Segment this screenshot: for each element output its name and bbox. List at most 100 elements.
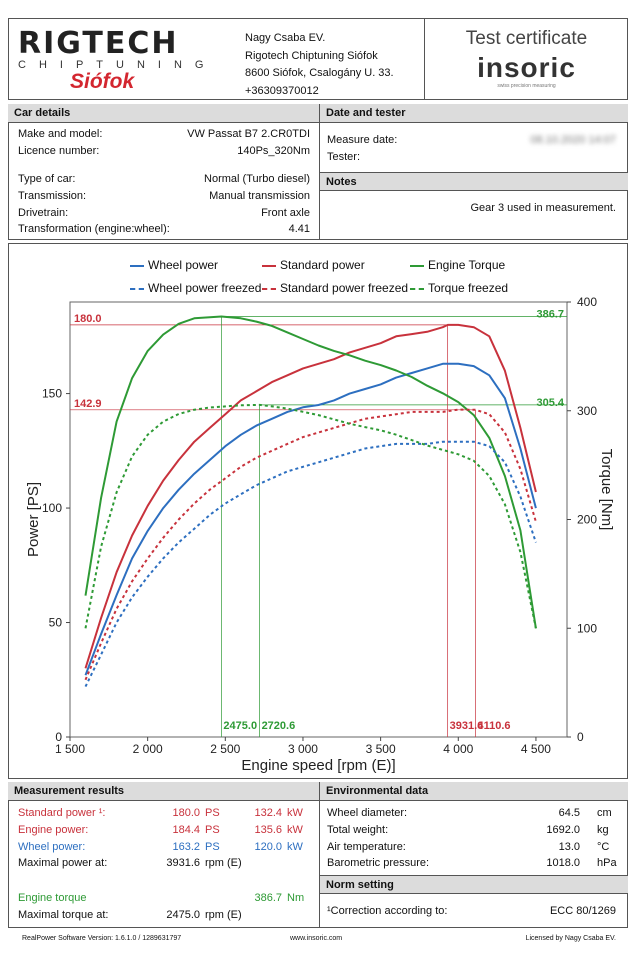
car-make-label: Make and model: — [18, 128, 103, 140]
logo-main-text: RIGTECH — [18, 26, 179, 61]
tester-label: Tester: — [327, 151, 361, 163]
drivetrain-label: Drivetrain: — [18, 207, 69, 219]
x-axis-label: Engine speed [rpm (E)] — [241, 757, 395, 774]
y-right-tick-label: 200 — [577, 513, 597, 527]
max-torque-at-unit: rpm (E) — [205, 909, 242, 921]
company-line: Nagy Csaba EV. — [245, 32, 326, 44]
measure-date-label: Measure date: — [327, 134, 398, 146]
x-tick-label: 3 500 — [366, 742, 396, 756]
car-make-value: VW Passat B7 2.CR0TDI — [187, 128, 310, 140]
logo-city-text: Siófok — [70, 70, 135, 93]
env-label: Wheel diameter: — [327, 807, 408, 819]
env-unit: hPa — [597, 857, 617, 869]
norm-label: ¹Correction according to: — [327, 905, 448, 917]
env-unit: kg — [597, 824, 609, 836]
series-line — [84, 362, 537, 676]
legend-label: Wheel power — [148, 258, 219, 272]
x-tick-label: 3 000 — [288, 742, 318, 756]
series-line — [84, 403, 537, 629]
legend-standard-power-freezed: Standard power freezed — [262, 281, 408, 295]
env-label: Air temperature: — [327, 841, 406, 853]
standard-power-kw: 132.4 — [254, 807, 282, 819]
company-line: 8600 Siófok, Csalogány U. 33. — [245, 67, 394, 79]
env-unit: °C — [597, 841, 610, 853]
measurement-results-header: Measurement results — [8, 782, 319, 801]
transmission-label: Transmission: — [18, 190, 87, 202]
standard-power-kw-unit: kW — [287, 807, 303, 819]
plot-frame — [69, 301, 568, 738]
max-torque-label: 386.7 — [536, 308, 564, 320]
legend-swatch — [410, 264, 424, 267]
results-divider — [319, 782, 320, 928]
footer-website[interactable]: www.insoric.com — [290, 935, 343, 942]
licence-value: 140Ps_320Nm — [237, 145, 310, 157]
legend-swatch — [130, 287, 144, 290]
legend-label: Standard power — [280, 258, 365, 272]
y-right-axis-label: Torque [Nm] — [598, 449, 615, 531]
brand-name: insoric — [477, 52, 576, 83]
y-right-tick-label: 0 — [577, 730, 584, 744]
company-info: Nagy Csaba EV. Rigotech Chiptuning Siófo… — [245, 30, 415, 100]
brand-tagline: swiss precision measuring — [497, 83, 556, 89]
env-label: Barometric pressure: — [327, 857, 430, 869]
max-torque-at-value: 2475.0 — [166, 909, 200, 921]
env-label: Total weight: — [327, 824, 389, 836]
legend-label: Standard power freezed — [280, 281, 409, 295]
legend-standard-power: Standard power — [262, 258, 365, 272]
licence-label: Licence number: — [18, 145, 100, 157]
max-power-at-value: 3931.6 — [166, 857, 200, 869]
env-unit: cm — [597, 807, 612, 819]
certificate-title: Test certificate — [465, 28, 588, 49]
car-type-label: Type of car: — [18, 173, 76, 185]
engine-power-ps-unit: PS — [205, 824, 220, 836]
max-power-label: 180.0 — [74, 313, 102, 325]
y-right-tick-label: 300 — [577, 404, 597, 418]
y-left-axis-label: Power [PS] — [25, 482, 42, 557]
engine-power-label: Engine power: — [18, 824, 89, 836]
car-type-value: Normal (Turbo diesel) — [204, 173, 310, 185]
y-left-tick-label: 100 — [42, 501, 62, 515]
engine-power-kw: 135.6 — [254, 824, 282, 836]
drivetrain-value: Front axle — [261, 207, 310, 219]
transformation-label: Transformation (engine:wheel): — [18, 223, 170, 235]
x-tick-label: 4 000 — [443, 742, 473, 756]
series-line — [84, 408, 537, 681]
legend-swatch — [130, 264, 144, 267]
engine-torque-label: Engine torque — [18, 892, 87, 904]
measure-date-value: 08.10.2020 14:07 — [530, 134, 616, 146]
y-right-tick-label: 100 — [577, 621, 597, 635]
standard-power-ps: 180.0 — [172, 807, 200, 819]
company-line: Rigotech Chiptuning Siófok — [245, 49, 378, 62]
legend-label: Torque freezed — [428, 281, 509, 295]
legend-wheel-power-freezed: Wheel power freezed — [130, 281, 261, 295]
x-tick-label: 4 500 — [521, 742, 551, 756]
header-divider — [424, 18, 425, 100]
transformation-value: 4.41 — [288, 223, 310, 235]
date-tester-header: Date and tester — [320, 104, 628, 123]
footer-license: Licensed by Nagy Csaba EV. — [525, 935, 616, 942]
company-line: +36309370012 — [245, 84, 319, 97]
wheel-power-kw: 120.0 — [254, 841, 282, 853]
standard-power-ps-unit: PS — [205, 807, 220, 819]
notes-text: Gear 3 used in measurement. — [470, 202, 616, 214]
wheel-power-label: Wheel power: — [18, 841, 86, 853]
y-left-tick-label: 150 — [42, 387, 62, 401]
logo-sub-text: CHIPTUNING — [18, 59, 217, 71]
environmental-header: Environmental data — [320, 782, 628, 801]
env-value: 13.0 — [558, 841, 580, 853]
engine-torque-unit: Nm — [287, 892, 305, 904]
legend-swatch — [410, 287, 424, 290]
chart-panel — [8, 243, 628, 779]
standard-power-label: Standard power ¹: — [18, 807, 106, 819]
legend-swatch — [262, 287, 276, 290]
series-line — [84, 323, 537, 669]
x-tick-label: 2 000 — [133, 742, 163, 756]
engine-power-kw-unit: kW — [287, 824, 303, 836]
max-power-at-unit: rpm (E) — [205, 857, 242, 869]
series-line — [84, 440, 537, 688]
legend-label: Wheel power freezed — [148, 281, 262, 295]
transmission-value: Manual transmission — [209, 190, 310, 202]
norm-setting-header: Norm setting — [320, 875, 628, 894]
y-right-tick-label: 400 — [577, 295, 597, 309]
